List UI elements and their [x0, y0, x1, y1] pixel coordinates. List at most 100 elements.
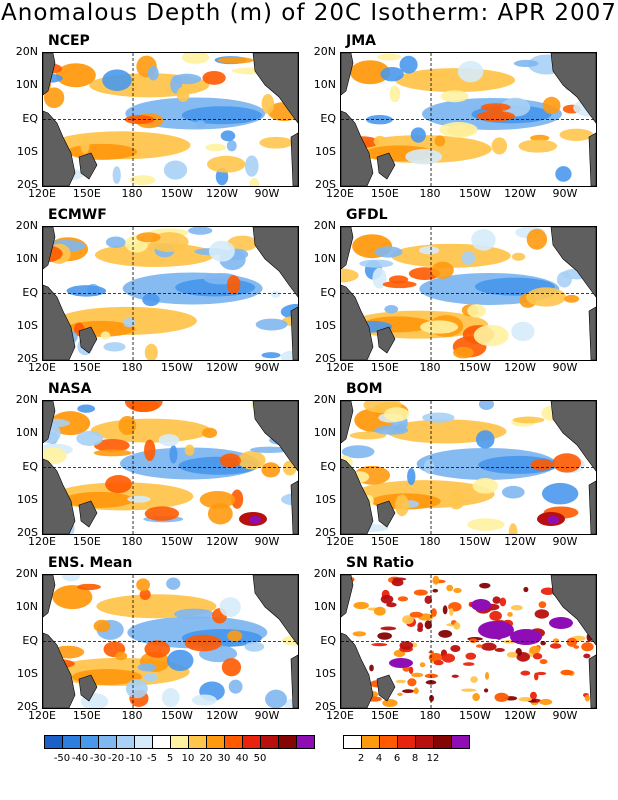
- map-panel-gfdl: GFDL 20N 10N EQ 10S 20S 120E 150E 180 150W 120W 90W: [314, 207, 618, 396]
- land-mask: [341, 575, 354, 618]
- colorbar-label: 40: [235, 753, 249, 764]
- lon-label: 180: [419, 187, 441, 200]
- colorbar-swatch: [224, 735, 243, 749]
- anomaly-map: [340, 574, 597, 709]
- land-mask: [550, 575, 596, 646]
- lat-label: 20N: [313, 45, 336, 58]
- land-mask: [252, 227, 298, 298]
- land-mask: [341, 284, 374, 360]
- colorbar-swatch: [296, 735, 315, 749]
- colorbar-label: 4: [375, 753, 383, 764]
- lat-label: EQ: [22, 111, 38, 125]
- anomaly-map: [340, 52, 597, 187]
- lon-label: 120W: [504, 361, 536, 374]
- lat-label: 20N: [15, 567, 38, 580]
- colorbar-swatch: [433, 735, 452, 749]
- lon-label: 120E: [326, 535, 354, 548]
- colorbar-swatch: [116, 735, 135, 749]
- lon-label: 90W: [552, 361, 578, 374]
- lon-label: 120W: [504, 187, 536, 200]
- land-mask: [550, 401, 596, 472]
- land-mask: [588, 306, 596, 360]
- lon-label: 150W: [160, 361, 193, 374]
- colorbar-label: -30: [89, 753, 107, 764]
- panel-title: ECMWF: [48, 207, 107, 223]
- land-mask: [252, 401, 298, 472]
- lon-label: 150W: [160, 709, 193, 722]
- lat-label: 20N: [15, 219, 38, 232]
- anomaly-map: [340, 400, 597, 535]
- colorbar-swatch: [152, 735, 171, 749]
- lon-label: 90W: [552, 709, 578, 722]
- colorbar-label: 2: [357, 753, 365, 764]
- lon-label: 150E: [72, 709, 101, 722]
- land-mask: [43, 458, 76, 534]
- lon-label: 150E: [370, 361, 399, 374]
- land-mask: [376, 500, 396, 528]
- lon-label: 90W: [254, 361, 280, 374]
- colorbar-label: -50: [53, 753, 71, 764]
- land-mask: [252, 53, 298, 124]
- lon-label: 150W: [160, 187, 193, 200]
- land-mask: [341, 227, 354, 270]
- lon-label: 90W: [552, 187, 578, 200]
- lon-label: 150E: [72, 187, 101, 200]
- panel-title: ENS. Mean: [48, 555, 133, 571]
- lon-label: 120W: [206, 709, 238, 722]
- lon-label: 120W: [504, 709, 536, 722]
- map-panel-jma: JMA 20N 10N EQ 10S 20S 120E 150E 180 150W 120W 90W: [314, 33, 618, 222]
- colorbar-swatch: [242, 735, 261, 749]
- lat-label: 10N: [313, 600, 336, 614]
- lat-label: 10S: [315, 492, 336, 506]
- land-mask: [341, 53, 354, 96]
- land-mask: [588, 480, 596, 534]
- map-panel-sn-ratio: SN Ratio 20N 10N EQ 10S 20S 120E 150E 180 150W 120…: [314, 555, 618, 744]
- land-mask: [78, 326, 98, 354]
- land-mask: [43, 110, 76, 186]
- land-mask: [376, 674, 396, 702]
- lat-label: 10N: [15, 252, 38, 266]
- land-mask: [550, 227, 596, 298]
- lat-label: 20N: [313, 219, 336, 232]
- lon-label: 120E: [326, 187, 354, 200]
- colorbar-swatch: [80, 735, 99, 749]
- colorbar-label: 10: [181, 753, 195, 764]
- colorbar-label: -10: [125, 753, 143, 764]
- lat-label: EQ: [22, 459, 38, 473]
- lon-label: 120E: [28, 187, 56, 200]
- panel-title: NASA: [48, 381, 92, 397]
- colorbar-label: -20: [107, 753, 125, 764]
- panel-title: BOM: [346, 381, 383, 397]
- colorbar-label: 30: [217, 753, 231, 764]
- lon-label: 120E: [28, 535, 56, 548]
- lat-label: 10S: [17, 144, 38, 158]
- lat-label: 10S: [17, 666, 38, 680]
- lat-label: 20N: [15, 393, 38, 406]
- lat-label: EQ: [320, 459, 336, 473]
- colorbar-swatch: [44, 735, 63, 749]
- lat-label: EQ: [320, 633, 336, 647]
- lon-label: 120W: [206, 535, 238, 548]
- lat-label: 10N: [313, 78, 336, 92]
- lat-label: 10N: [313, 252, 336, 266]
- land-mask: [290, 480, 298, 534]
- lon-label: 180: [121, 187, 143, 200]
- colorbar-label: -5: [147, 753, 157, 764]
- colorbar-label: -40: [71, 753, 89, 764]
- lat-label: 20S: [315, 700, 336, 713]
- land-mask: [290, 306, 298, 360]
- colorbar-swatch: [451, 735, 470, 749]
- lat-label: 10N: [15, 78, 38, 92]
- land-mask: [43, 53, 56, 96]
- lat-label: EQ: [320, 111, 336, 125]
- lon-label: 120E: [28, 709, 56, 722]
- lat-label: 20S: [315, 526, 336, 539]
- lon-label: 150E: [370, 709, 399, 722]
- lon-label: 150W: [458, 361, 491, 374]
- land-mask: [376, 326, 396, 354]
- land-mask: [43, 401, 56, 444]
- land-mask: [290, 654, 298, 708]
- sn-ratio-colorbar: [343, 735, 470, 749]
- lon-label: 150W: [458, 709, 491, 722]
- lat-label: 20S: [315, 178, 336, 191]
